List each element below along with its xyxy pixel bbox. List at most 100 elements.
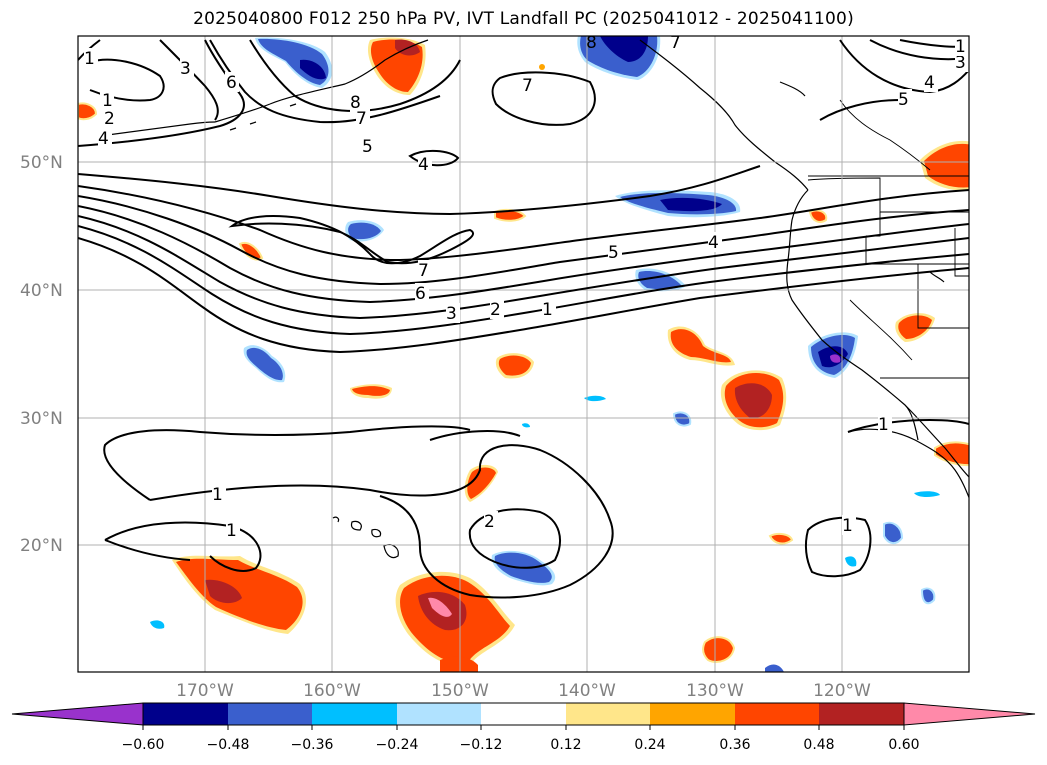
colorbar-tick-label: −0.36 — [291, 737, 334, 753]
lon-label: 140°W — [558, 681, 616, 701]
colorbar-segment — [312, 703, 397, 725]
colorbar-tick-label: 0.24 — [634, 737, 665, 753]
anomaly-blob — [440, 656, 478, 672]
colorbar-segment — [143, 703, 228, 725]
anomaly-blob — [205, 579, 242, 604]
graticule — [78, 36, 969, 672]
anomaly-blob — [539, 64, 545, 70]
contour-label: 4 — [418, 155, 429, 175]
contour-label: 7 — [670, 33, 681, 53]
colorbar-segment — [650, 703, 735, 725]
contour-label: 8 — [350, 93, 361, 113]
colorbar-tick-label: −0.24 — [376, 737, 419, 753]
contour-label: 5 — [362, 137, 373, 157]
colorbar-segment — [481, 703, 566, 725]
lat-label: 30°N — [20, 409, 63, 429]
colorbar-tick-label: 0.48 — [803, 737, 834, 753]
lat-label: 50°N — [20, 153, 63, 173]
anomaly-blob — [352, 386, 390, 396]
contour-label: 5 — [608, 243, 619, 263]
anomaly-blob — [924, 143, 969, 188]
contour-label: 1 — [842, 516, 853, 536]
contour-label: 1 — [102, 91, 113, 111]
lon-label: 130°W — [686, 681, 744, 701]
contour-label: 1 — [955, 37, 966, 57]
anomaly-blob — [494, 208, 527, 222]
map-title: 2025040800 F012 250 hPa PV, IVT Landfall… — [193, 9, 854, 29]
colorbar-segment — [735, 703, 819, 725]
contour-label: 2 — [484, 512, 495, 532]
contour-label: 1 — [226, 521, 237, 541]
contour-label: 3 — [180, 59, 191, 79]
anomaly-blob — [246, 347, 283, 381]
contour-label: 1 — [212, 485, 223, 505]
colorbar-segment — [228, 703, 312, 725]
contour-label: 5 — [898, 90, 909, 110]
colorbar-extend-low — [11, 702, 144, 726]
contour-label: 6 — [415, 284, 426, 304]
anomaly-blob — [845, 556, 857, 567]
contour-label: 1 — [84, 49, 95, 69]
anomaly-blob — [920, 587, 936, 605]
longitude-labels: 170°W 160°W 150°W 140°W 130°W 120°W — [176, 681, 871, 701]
colorbar-tick-label: 0.36 — [719, 737, 750, 753]
coastlines — [99, 39, 969, 559]
contour-label: 4 — [98, 129, 109, 149]
anomaly-blob — [883, 521, 904, 544]
anomaly-blob — [467, 467, 496, 499]
latitude-labels: 50°N 40°N 30°N 20°N — [20, 153, 63, 556]
contour-label: 4 — [708, 233, 719, 253]
anomaly-blob — [522, 423, 530, 428]
contour-label: 4 — [924, 73, 935, 93]
lat-label: 20°N — [20, 536, 63, 556]
anomaly-blob — [638, 271, 682, 290]
contour-label: 1 — [542, 300, 553, 320]
colorbar: −0.60 −0.48 −0.36 −0.24 −0.12 0.12 0.24 … — [11, 702, 1036, 753]
anomaly-blob — [300, 59, 326, 80]
anomaly-blob — [150, 620, 165, 629]
contour-labels: 1 1 2 4 3 6 8 7 5 4 7 7 6 3 — [84, 33, 969, 541]
colorbar-extend-high — [903, 702, 1036, 726]
anomaly-blob — [765, 664, 784, 672]
contour-label: 3 — [955, 53, 966, 73]
colorbar-tick-label: −0.48 — [207, 737, 250, 753]
anomaly-blob — [934, 441, 969, 467]
colorbar-tick-label: 0.12 — [550, 737, 581, 753]
lon-label: 150°W — [431, 681, 489, 701]
colorbar-tick-label: −0.12 — [460, 737, 503, 753]
political-borders — [807, 99, 969, 379]
contour-label: 2 — [104, 109, 115, 129]
colorbar-segment — [566, 703, 650, 725]
anomaly-blob — [672, 411, 692, 427]
pv-contours — [78, 39, 969, 599]
lat-label: 40°N — [20, 281, 63, 301]
lon-label: 160°W — [303, 681, 361, 701]
contour-label: 1 — [878, 415, 889, 435]
colorbar-segment — [397, 703, 481, 725]
contour-label: 7 — [418, 261, 429, 281]
anomaly-blob — [734, 383, 772, 419]
anomaly-blob — [498, 355, 531, 376]
anomaly-blob — [428, 597, 452, 617]
contour-label: 3 — [446, 304, 457, 324]
anomaly-blob — [78, 102, 98, 121]
anomaly-blob — [808, 209, 828, 223]
anomaly-blob — [830, 354, 841, 363]
colorbar-tick-label: −0.60 — [122, 737, 165, 753]
anomaly-blob — [898, 315, 932, 339]
anomaly-blob — [584, 395, 606, 402]
contour-label: 8 — [586, 33, 597, 53]
lon-label: 120°W — [813, 681, 871, 701]
anomaly-blob — [600, 36, 648, 62]
anomaly-blob — [914, 491, 940, 498]
anomaly-blob — [670, 329, 731, 363]
anomaly-blob — [348, 222, 381, 240]
anomaly-blob — [660, 197, 722, 212]
contour-label: 6 — [226, 73, 237, 93]
contour-label: 7 — [356, 109, 367, 129]
anomaly-blob — [702, 636, 736, 663]
contour-label: 7 — [522, 76, 533, 96]
contour-label: 2 — [490, 300, 501, 320]
lon-label: 170°W — [176, 681, 234, 701]
